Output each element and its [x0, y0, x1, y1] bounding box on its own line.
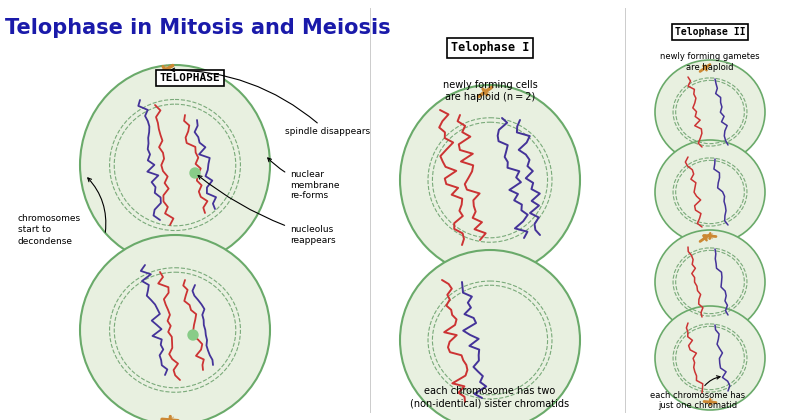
- Text: newly forming gametes
are haploid: newly forming gametes are haploid: [660, 52, 760, 72]
- Ellipse shape: [80, 235, 270, 420]
- Ellipse shape: [400, 85, 580, 275]
- Text: nucleolus
reappears: nucleolus reappears: [198, 176, 336, 245]
- Text: Telophase I: Telophase I: [451, 42, 529, 55]
- Text: spindle disappears: spindle disappears: [171, 68, 370, 136]
- Text: chromosomes
start to
decondense: chromosomes start to decondense: [18, 214, 81, 246]
- Circle shape: [190, 168, 200, 178]
- Text: newly forming cells
are haploid (n = 2): newly forming cells are haploid (n = 2): [442, 80, 538, 102]
- Ellipse shape: [655, 60, 765, 164]
- Text: TELOPHASE: TELOPHASE: [160, 73, 220, 83]
- Text: each chromosome has two
(non-identical) sister chromatids: each chromosome has two (non-identical) …: [410, 386, 570, 408]
- Circle shape: [188, 330, 198, 340]
- Ellipse shape: [400, 250, 580, 420]
- Ellipse shape: [655, 306, 765, 410]
- Ellipse shape: [80, 65, 270, 265]
- Text: nuclear
membrane
re-forms: nuclear membrane re-forms: [268, 158, 339, 200]
- Text: each chromosome has
just one chromatid: each chromosome has just one chromatid: [650, 376, 746, 410]
- Ellipse shape: [655, 230, 765, 334]
- Text: Telophase II: Telophase II: [674, 27, 746, 37]
- Ellipse shape: [655, 140, 765, 244]
- Text: Telophase in Mitosis and Meiosis: Telophase in Mitosis and Meiosis: [5, 18, 390, 38]
